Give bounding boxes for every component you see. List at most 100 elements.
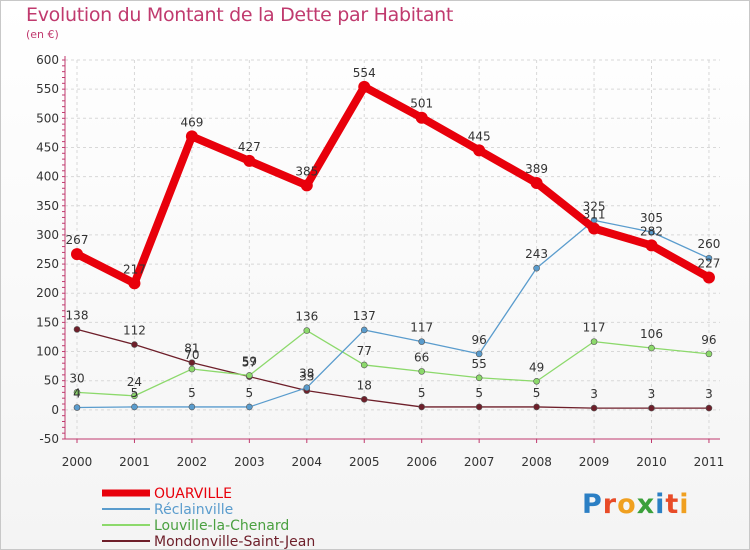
x-tick-label: 2002 — [177, 455, 208, 469]
data-point — [128, 277, 141, 290]
data-label: 243 — [525, 247, 548, 261]
data-label: 106 — [640, 327, 663, 341]
data-label: 117 — [583, 321, 606, 335]
data-label: 325 — [583, 199, 606, 213]
legend-label: Louville-la-Chenard — [154, 518, 289, 534]
data-label: 305 — [640, 211, 663, 225]
data-point — [645, 239, 658, 252]
data-label: 57 — [242, 356, 257, 370]
data-point — [475, 374, 483, 382]
y-tick-label: 300 — [36, 228, 59, 242]
data-label: 469 — [180, 115, 203, 129]
data-label: 49 — [529, 360, 544, 374]
series-line-0 — [75, 82, 711, 288]
data-label: 227 — [697, 256, 720, 270]
x-tick-label: 2009 — [579, 455, 610, 469]
data-point — [530, 177, 543, 190]
data-point — [185, 130, 198, 143]
data-label: 81 — [184, 342, 199, 356]
data-point — [418, 368, 426, 375]
data-point — [246, 372, 253, 379]
data-label: 501 — [410, 97, 433, 111]
y-tick-label: 450 — [36, 140, 59, 154]
data-label: 5 — [246, 386, 254, 400]
data-point — [300, 179, 313, 192]
y-tick-label: 600 — [36, 53, 59, 67]
data-label: 282 — [640, 224, 663, 238]
data-point — [533, 264, 540, 272]
data-label: 112 — [123, 324, 146, 338]
data-label: 138 — [66, 308, 89, 322]
legend-label: OUARVILLE — [154, 486, 232, 502]
data-label: 96 — [472, 333, 487, 347]
data-label: 5 — [131, 386, 139, 400]
data-point — [473, 144, 486, 157]
data-point — [648, 228, 655, 236]
data-point — [648, 404, 655, 412]
data-point — [243, 154, 256, 167]
data-label: 3 — [705, 387, 713, 401]
x-tick-label: 2005 — [349, 455, 380, 469]
data-label: 427 — [238, 140, 261, 154]
data-point — [705, 350, 713, 358]
data-point — [358, 80, 371, 93]
y-tick-label: 200 — [36, 286, 59, 300]
data-point — [303, 327, 311, 334]
x-tick-label: 2007 — [464, 455, 495, 469]
y-tick-label: -50 — [39, 432, 59, 446]
data-point — [418, 403, 426, 411]
data-point — [475, 403, 483, 411]
data-point — [73, 404, 81, 411]
series-line-1 — [76, 219, 710, 409]
data-point — [533, 377, 540, 385]
data-point — [590, 338, 598, 345]
x-tick-label: 2008 — [521, 455, 552, 469]
data-label: 24 — [127, 375, 142, 389]
data-label: 5 — [533, 386, 541, 400]
data-point — [188, 365, 196, 373]
data-point — [188, 359, 196, 366]
legend-label: Réclainville — [154, 502, 233, 518]
y-tick-label: 350 — [36, 199, 59, 213]
x-tick-label: 2000 — [62, 455, 93, 469]
data-point — [360, 361, 368, 369]
data-point — [415, 111, 428, 124]
y-tick-label: 100 — [36, 345, 59, 359]
data-label: 77 — [357, 344, 372, 358]
x-tick-label: 2003 — [234, 455, 265, 469]
x-tick-label: 2004 — [292, 455, 323, 469]
data-label: 30 — [69, 371, 84, 385]
chart-title: Evolution du Montant de la Dette par Hab… — [26, 4, 454, 26]
series-line-2 — [76, 329, 710, 397]
data-label: 260 — [697, 237, 720, 251]
data-label: 554 — [353, 66, 376, 80]
data-label: 137 — [353, 309, 376, 323]
data-point — [73, 389, 81, 396]
data-label: 4 — [73, 387, 81, 401]
data-point — [360, 326, 368, 334]
data-point — [418, 338, 426, 345]
data-point — [73, 326, 81, 333]
data-label: 59 — [242, 354, 257, 368]
data-point — [702, 271, 715, 284]
data-label: 117 — [410, 321, 433, 335]
data-label: 66 — [414, 350, 429, 364]
data-point — [71, 248, 83, 261]
y-tick-label: 250 — [36, 257, 59, 271]
proxiti-logo: Proxiti — [582, 489, 690, 520]
data-label: 55 — [472, 357, 487, 371]
legend-label: Mondonville-Saint-Jean — [154, 534, 315, 550]
y-tick-label: 0 — [51, 403, 59, 417]
data-point — [533, 403, 540, 411]
data-point — [588, 222, 601, 235]
data-point — [131, 341, 138, 348]
data-label: 217 — [123, 262, 146, 276]
y-tick-label: 500 — [36, 111, 59, 125]
y-tick-label: 400 — [36, 170, 59, 184]
y-tick-label: 150 — [36, 315, 59, 329]
data-point — [648, 344, 655, 352]
data-label: 18 — [357, 378, 372, 392]
data-label: 70 — [184, 348, 199, 362]
data-point — [188, 403, 196, 411]
data-label: 445 — [468, 129, 491, 143]
